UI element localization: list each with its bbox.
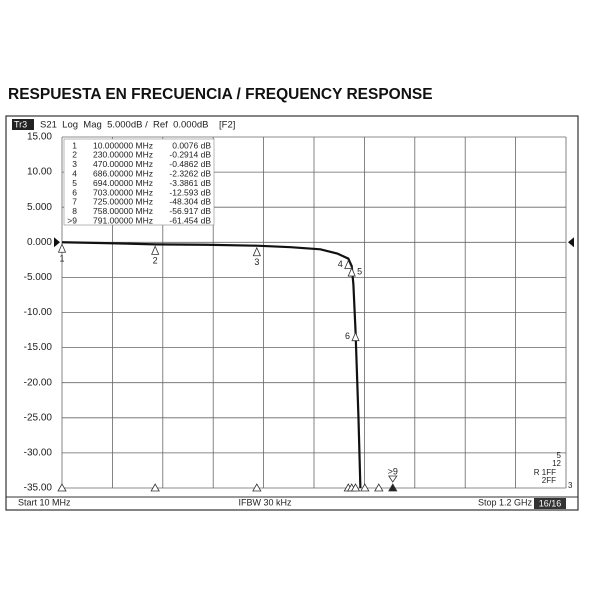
marker-label: 5 <box>357 266 362 276</box>
footer-stop: Stop 1.2 GHz <box>478 497 533 507</box>
marker-label: 4 <box>338 259 343 269</box>
side-label: 12 <box>552 459 561 468</box>
marker-frequency: 686.00000 MHz <box>93 168 153 178</box>
marker-value: -0.4862 dB <box>169 159 211 169</box>
trace-settings: S21 Log Mag 5.000dB / Ref 0.000dB [F2] <box>40 120 235 131</box>
side-label: 2FF <box>542 476 556 485</box>
plot-area <box>62 241 362 488</box>
chart-title: RESPUESTA EN FRECUENCIA / FREQUENCY RESP… <box>8 86 433 103</box>
marker-value: -12.593 dB <box>169 187 211 197</box>
y-tick-label: -30.00 <box>24 448 53 459</box>
footer-page: 16/16 <box>539 498 562 508</box>
marker-number: 5 <box>72 178 77 188</box>
side-label: 5 <box>557 451 562 460</box>
marker-axis-triangle <box>360 483 370 492</box>
marker-axis-triangle <box>350 483 361 492</box>
marker-frequency: 10.000000 MHz <box>93 140 153 150</box>
y-tick-label: 10.00 <box>27 167 52 178</box>
ref-arrow-right <box>568 237 574 248</box>
trace-id: Tr3 <box>14 119 27 129</box>
marker-triangle <box>344 259 353 270</box>
marker-axis-triangle <box>252 483 262 492</box>
y-tick-label: 0.000 <box>27 237 52 248</box>
marker-value: -56.917 dB <box>169 206 211 216</box>
page-badge <box>534 498 566 509</box>
y-tick-label: -25.00 <box>24 412 53 423</box>
marker-frequency: 694.00000 MHz <box>93 178 153 188</box>
marker-axis-triangle <box>57 483 67 492</box>
marker-frequency: 470.00000 MHz <box>93 159 153 169</box>
marker-number: 8 <box>72 206 77 216</box>
y-tick-label: -10.00 <box>24 307 53 318</box>
marker-value: -61.454 dB <box>169 215 211 225</box>
marker-label: 3 <box>254 257 259 267</box>
marker-label: 6 <box>345 331 350 341</box>
marker-number: 3 <box>72 159 77 169</box>
marker-frequency: 791.00000 MHz <box>93 215 153 225</box>
marker-label: 1 <box>59 254 64 264</box>
side-label: R 1FF <box>534 468 556 477</box>
marker-frequency: 230.00000 MHz <box>93 150 153 160</box>
marker-number: 1 <box>72 140 77 150</box>
marker-value: -3.3861 dB <box>169 178 211 188</box>
marker-value: 0.0076 dB <box>172 140 211 150</box>
side-label: 3 <box>568 481 573 490</box>
marker-axis-triangle <box>388 483 398 492</box>
marker-value: -48.304 dB <box>169 197 211 207</box>
marker-label: >9 <box>388 466 398 476</box>
marker-number: 2 <box>72 150 77 160</box>
footer-ifbw: IFBW 30 kHz <box>238 497 292 507</box>
marker-frequency: 725.00000 MHz <box>93 197 153 207</box>
marker-frequency: 758.00000 MHz <box>93 206 153 216</box>
y-tick-label: 5.000 <box>27 202 52 213</box>
y-tick-label: -5.000 <box>24 272 53 283</box>
marker-number: >9 <box>67 215 77 225</box>
marker-triangle <box>57 243 67 253</box>
marker-axis-triangle <box>374 483 384 492</box>
trace-line <box>62 241 362 488</box>
marker-frequency: 703.00000 MHz <box>93 187 153 197</box>
marker-triangle <box>347 267 356 277</box>
marker-number: 6 <box>72 187 77 197</box>
marker-number: 4 <box>72 168 77 178</box>
marker-value: -2.3262 dB <box>169 168 211 178</box>
marker-number: 7 <box>72 197 77 207</box>
marker-table-bg <box>63 138 215 226</box>
trace-badge <box>12 119 34 130</box>
y-tick-label: 15.00 <box>27 132 52 143</box>
footer-start: Start 10 MHz <box>18 497 71 507</box>
marker-triangle <box>151 245 160 255</box>
y-tick-label: -35.00 <box>24 483 53 494</box>
ref-arrow-left <box>54 237 60 248</box>
active-marker <box>388 475 398 483</box>
y-tick-label: -15.00 <box>24 342 53 353</box>
marker-triangle <box>252 246 261 257</box>
marker-value: -0.2914 dB <box>169 150 211 160</box>
marker-label: 2 <box>153 256 158 266</box>
marker-axis-triangle <box>150 483 160 492</box>
y-tick-label: -20.00 <box>24 377 53 388</box>
marker-triangle <box>351 331 360 342</box>
